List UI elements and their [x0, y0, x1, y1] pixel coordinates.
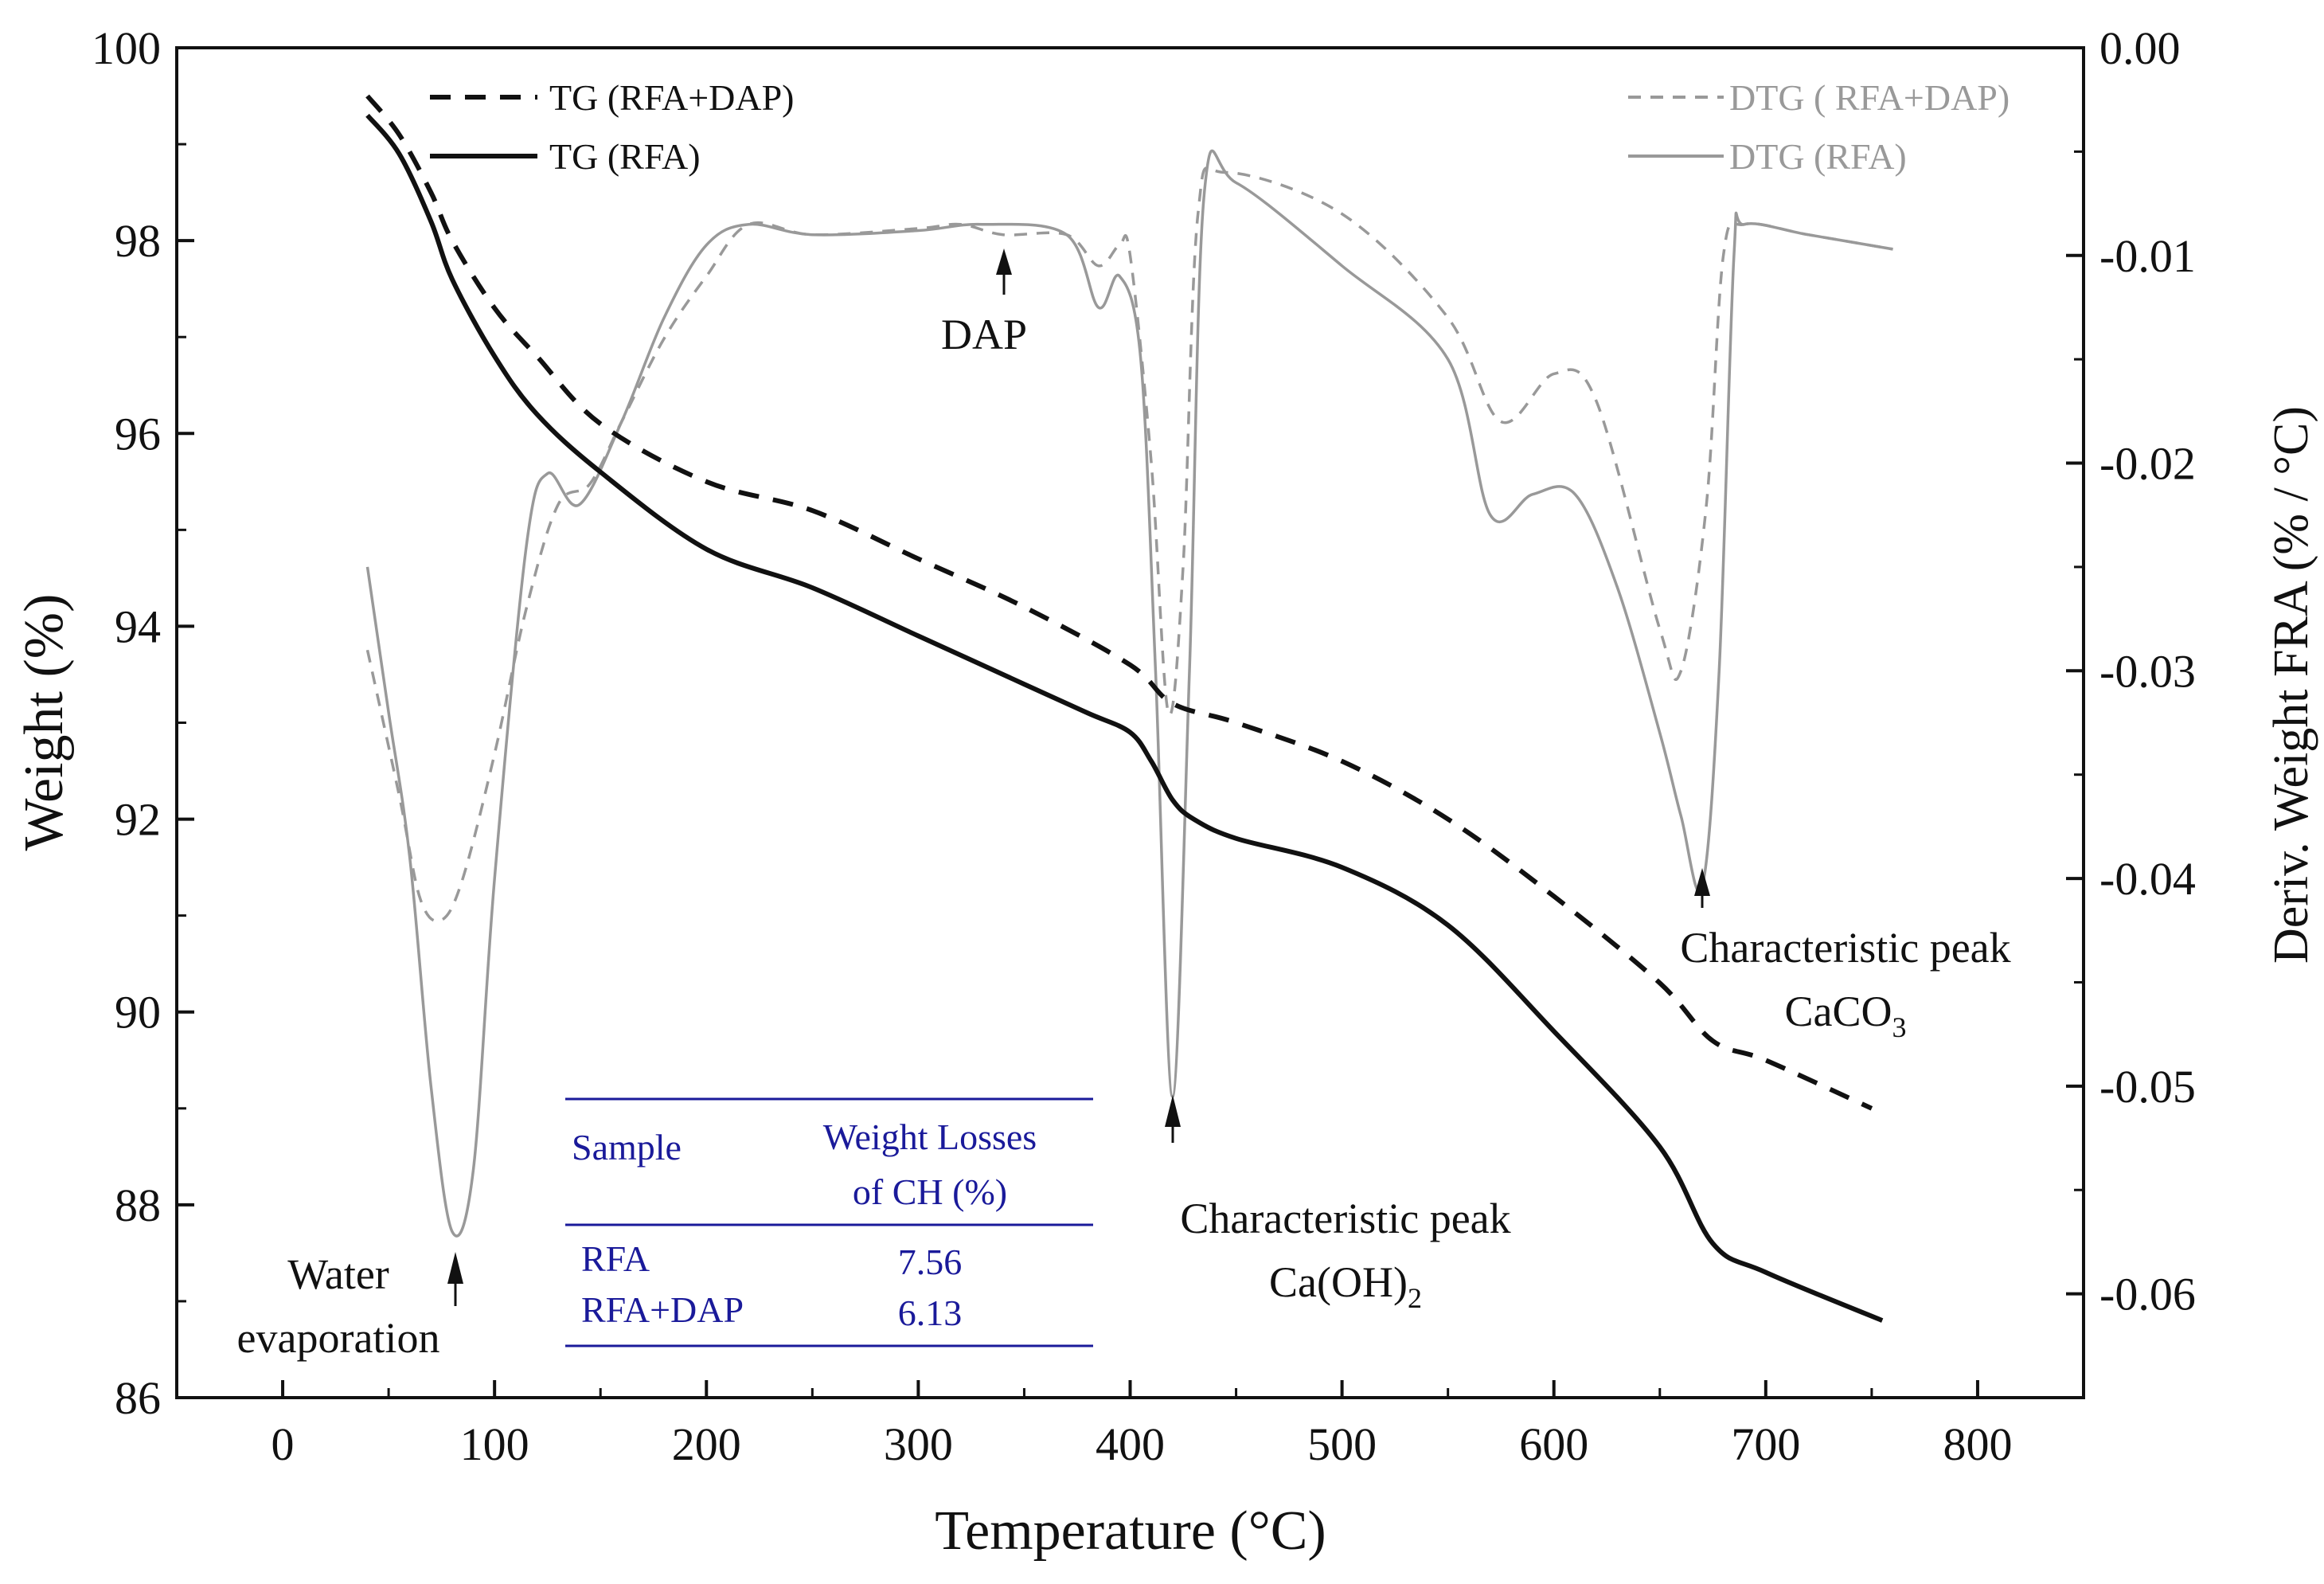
- y2-tick-label: -0.06: [2099, 1269, 2196, 1320]
- ticks: 0 100 200 300 400 500 600 700 800 86 88 90 92 94 96 98 1…: [92, 22, 2196, 1470]
- plot-frame: [175, 46, 2085, 1399]
- legend-label-dtg-rfa: DTG (RFA): [1729, 136, 1907, 177]
- table-cell-value-2: 6.13: [898, 1293, 963, 1333]
- legend-label-tg-rfa-dap: TG (RFA+DAP): [549, 77, 795, 118]
- annotation-caco3: Characteristic peak CaCO3: [1680, 868, 2011, 1043]
- y-axis-title: Weight (%): [14, 594, 75, 851]
- annotation-caoh2-line2: Ca(OH)2: [1269, 1258, 1422, 1314]
- legend-label-tg-rfa: TG (RFA): [549, 136, 701, 177]
- y-tick-label: 98: [115, 215, 161, 267]
- y-tick-label: 90: [115, 987, 161, 1038]
- annotation-water-line2: evaporation: [237, 1314, 440, 1362]
- x-axis-title: Temperature (°C): [935, 1500, 1326, 1562]
- annotation-caoh2-formula: Ca(OH): [1269, 1258, 1408, 1306]
- x-tick-label: 200: [672, 1418, 741, 1470]
- series-line-dtg-rfa: [365, 149, 1893, 1238]
- x-tick-label: 100: [460, 1418, 529, 1470]
- annotation-caco3-subscript: 3: [1892, 1011, 1907, 1043]
- legend-label-dtg-rfa-dap: DTG ( RFA+DAP): [1729, 77, 2010, 118]
- annotation-caoh2-line1: Characteristic peak: [1180, 1195, 1510, 1242]
- x-tick-label: 600: [1519, 1418, 1588, 1470]
- x-tick-label: 400: [1096, 1418, 1165, 1470]
- y-tick-label: 94: [115, 600, 161, 652]
- x-tick-label: 700: [1731, 1418, 1800, 1470]
- annotation-water: Water evaporation: [237, 1250, 463, 1362]
- y-tick-label: 86: [115, 1372, 161, 1424]
- x-tick-label: 800: [1943, 1418, 2012, 1470]
- x-tick-label: 0: [271, 1418, 295, 1470]
- y2-tick-label: -0.02: [2099, 438, 2196, 490]
- table-cell-sample-1: RFA: [581, 1238, 650, 1279]
- x-tick-label: 300: [884, 1418, 953, 1470]
- x-tick-label: 500: [1307, 1418, 1377, 1470]
- y2-tick-label: -0.05: [2099, 1061, 2196, 1113]
- annotation-caco3-line2: CaCO3: [1785, 988, 1907, 1043]
- table-cell-value-1: 7.56: [898, 1242, 963, 1282]
- table-header-loss-line2: of CH (%): [853, 1171, 1007, 1212]
- inset-table: Sample Weight Losses of CH (%) RFA 7.56 …: [565, 1097, 1093, 1347]
- annotation-caco3-formula: CaCO: [1785, 988, 1892, 1035]
- y-tick-label: 88: [115, 1179, 161, 1231]
- annotation-caco3-line1: Characteristic peak: [1680, 924, 2010, 972]
- table-cell-sample-2: RFA+DAP: [581, 1289, 744, 1330]
- y2-tick-label: -0.04: [2099, 853, 2196, 905]
- table-header-loss-line1: Weight Losses: [823, 1117, 1037, 1157]
- series-layer: [365, 94, 1893, 1323]
- y2-axis-title: Deriv. Weight FRA (% / °C): [2264, 406, 2318, 964]
- y2-tick-label: -0.03: [2099, 645, 2196, 697]
- annotation-water-line1: Water: [287, 1250, 389, 1298]
- annotation-caoh2-subscript: 2: [1408, 1282, 1422, 1314]
- y2-tick-label: 0.00: [2099, 22, 2181, 74]
- legend-left: TG (RFA+DAP) TG (RFA): [430, 77, 795, 177]
- table-header-sample: Sample: [572, 1127, 682, 1167]
- series-line-dtg-rfa-dap: [365, 166, 1893, 923]
- series-line-tg-rfa-dap: [365, 94, 1873, 1111]
- series-line-tg-rfa: [365, 113, 1884, 1323]
- arrow-head: [996, 248, 1012, 275]
- y-tick-label: 96: [115, 408, 161, 460]
- y-tick-label: 92: [115, 794, 161, 846]
- arrow-head: [1165, 1095, 1181, 1127]
- arrow-head: [447, 1252, 463, 1284]
- annotation-dap: DAP: [941, 248, 1027, 358]
- legend-right: DTG ( RFA+DAP) DTG (RFA): [1628, 77, 2010, 177]
- arrow-head: [1694, 868, 1710, 896]
- y-tick-label: 100: [92, 22, 161, 74]
- annotation-dap-label: DAP: [941, 311, 1027, 358]
- annotation-caoh2: Characteristic peak Ca(OH)2: [1165, 1095, 1511, 1314]
- y2-tick-label: -0.01: [2099, 230, 2196, 282]
